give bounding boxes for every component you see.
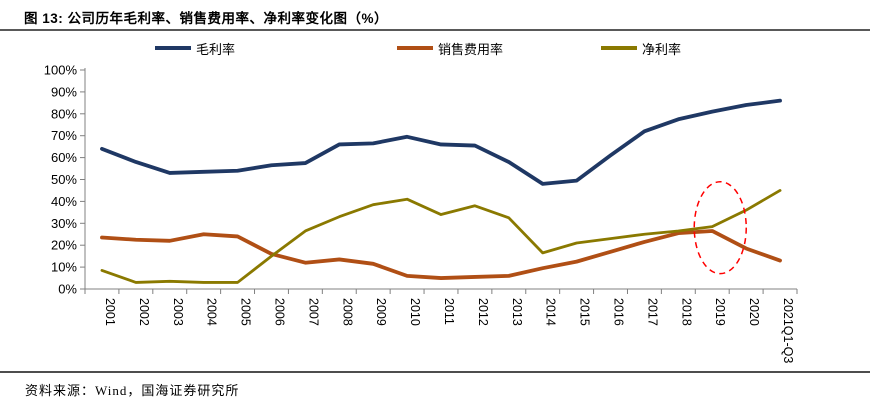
svg-text:100%: 100% [44,63,78,78]
svg-text:2015: 2015 [578,298,592,326]
line-chart: 0% 10% 20% 30% 40% 50% 60% 70% 80% 90% 100% 2001 200… [44,63,798,363]
svg-text:2014: 2014 [544,298,558,326]
svg-text:2001: 2001 [103,298,117,326]
legend-item-selling-expense: 销售费用率 [397,38,503,58]
svg-text:0%: 0% [58,282,77,297]
figure-title: 图 13: 公司历年毛利率、销售费用率、净利率变化图（%） [24,11,389,26]
chart-legend: 毛利率 销售费用率 净利率 [0,38,870,58]
svg-text:50%: 50% [51,172,77,187]
title-divider [0,29,870,31]
footer-divider [0,371,870,373]
svg-text:2008: 2008 [340,298,354,326]
svg-text:2009: 2009 [374,298,388,326]
svg-text:90%: 90% [51,84,77,99]
svg-text:2021Q1-Q3: 2021Q1-Q3 [781,298,795,363]
svg-text:70%: 70% [51,128,77,143]
svg-text:2018: 2018 [679,298,693,326]
svg-text:2020: 2020 [747,298,761,326]
legend-swatch-gross-margin [155,46,191,50]
legend-item-net-margin: 净利率 [601,38,681,58]
svg-text:20%: 20% [51,238,77,253]
svg-text:2006: 2006 [272,298,286,326]
svg-text:2003: 2003 [171,298,185,326]
svg-text:2007: 2007 [306,298,320,326]
legend-label-net-margin: 净利率 [642,41,682,57]
svg-text:2002: 2002 [137,298,151,326]
svg-text:10%: 10% [51,260,77,275]
svg-text:2016: 2016 [612,298,626,326]
svg-text:2004: 2004 [205,298,219,326]
svg-text:2019: 2019 [713,298,727,326]
svg-text:30%: 30% [51,216,77,231]
svg-text:2005: 2005 [239,298,253,326]
legend-label-selling-expense: 销售费用率 [438,41,504,57]
legend-swatch-net-margin [601,46,637,50]
legend-swatch-selling-expense [397,46,433,50]
chart-area: 0% 10% 20% 30% 40% 50% 60% 70% 80% 90% 100% 2001 200… [0,58,870,371]
legend-label-gross-margin: 毛利率 [196,41,236,57]
svg-text:2012: 2012 [476,298,490,326]
svg-text:80%: 80% [51,106,77,121]
svg-text:40%: 40% [51,194,77,209]
svg-text:2013: 2013 [510,298,524,326]
source-note: 资料来源：Wind，国海证券研究所 [25,383,240,398]
svg-text:2011: 2011 [442,298,456,325]
legend-item-gross-margin: 毛利率 [155,38,235,58]
svg-text:60%: 60% [51,150,77,165]
svg-text:2010: 2010 [408,298,422,326]
svg-text:2017: 2017 [645,298,659,326]
